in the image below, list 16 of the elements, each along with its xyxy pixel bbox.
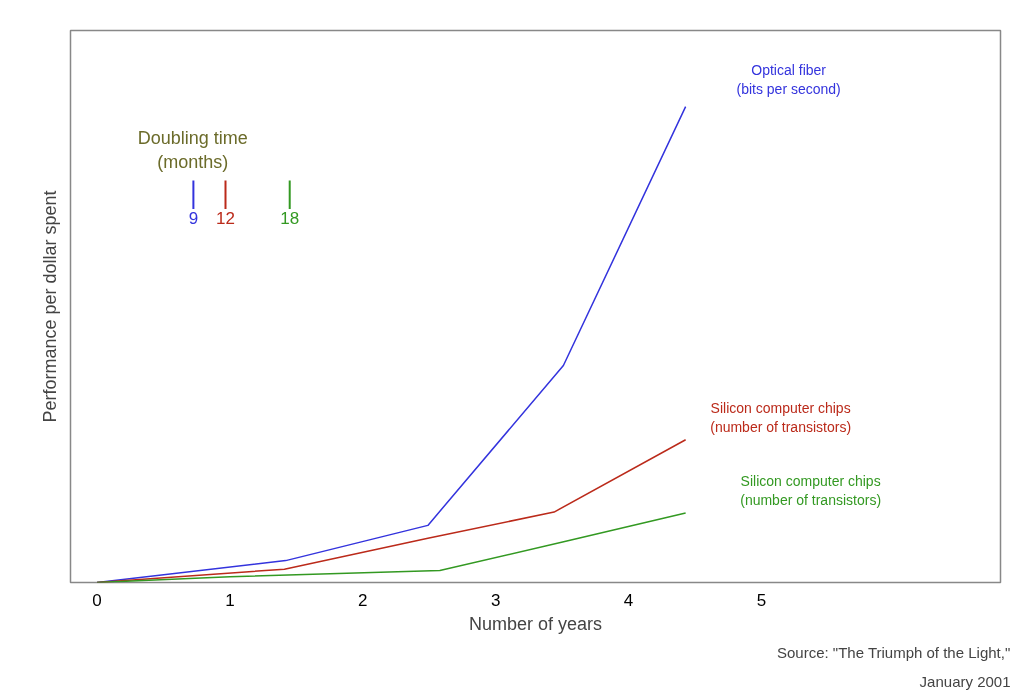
x-tick-label: 1 bbox=[225, 590, 235, 610]
annotation: 12 bbox=[216, 208, 235, 228]
text: Silicon computer chips (number of transistors) bbox=[740, 473, 882, 509]
annotation: 18 bbox=[280, 208, 300, 228]
annotation: 9 bbox=[188, 208, 199, 228]
x-tick-label: 3 bbox=[490, 590, 501, 610]
y-axis-title: Performance per dollar spent bbox=[39, 190, 60, 423]
source-note: Source: "The Triumph of the Light," January 2001 bbox=[776, 643, 1011, 690]
series-label: Silicon computer chips (number of transistors) bbox=[710, 399, 852, 435]
text: Optical fiber (bits per second) bbox=[736, 61, 841, 97]
x-axis-title: Number of years bbox=[468, 613, 603, 634]
x-tick-label: 5 bbox=[756, 590, 767, 610]
x-tick-label: 0 bbox=[92, 590, 102, 610]
x-tick-label: 4 bbox=[623, 590, 634, 610]
annotation: Doubling time (months) bbox=[137, 128, 248, 173]
x-tick-label: 2 bbox=[358, 590, 368, 610]
